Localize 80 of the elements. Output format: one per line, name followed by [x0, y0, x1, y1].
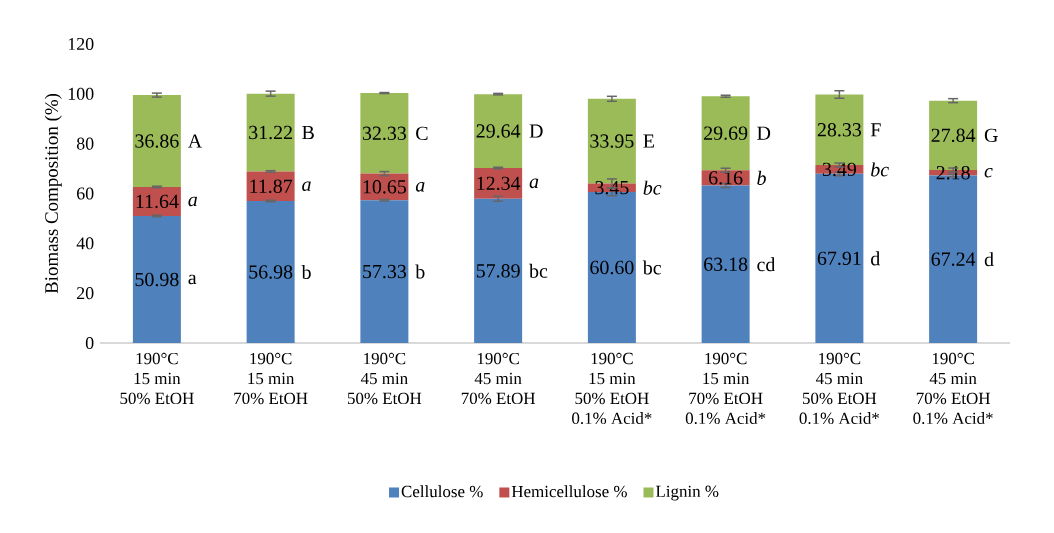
- annotation: cd: [757, 257, 776, 272]
- data-label: 32.33: [362, 126, 407, 141]
- bar: [701, 185, 750, 343]
- data-label: 6.16: [709, 171, 743, 185]
- annotation: C: [416, 126, 428, 141]
- data-label: 29.69: [704, 126, 748, 140]
- data-label: 60.60: [590, 260, 634, 275]
- bar: [701, 96, 750, 171]
- annotation: E: [643, 134, 654, 148]
- bar: [246, 201, 295, 343]
- bar: [360, 93, 409, 174]
- x-tick-label: 190°C 15 min 50% EtOH 0.1% Acid*: [572, 352, 652, 425]
- data-label: 67.91: [817, 251, 861, 266]
- annotation: D: [757, 126, 771, 140]
- annotation: d: [984, 252, 994, 267]
- bar: [474, 198, 523, 343]
- legend-label: Hemicellulose %: [511, 485, 627, 498]
- annotation: a: [188, 274, 197, 285]
- data-label: 3.45: [595, 180, 629, 195]
- bar: [132, 215, 181, 343]
- data-label: 11.87: [250, 179, 293, 193]
- annotation: bc: [871, 162, 889, 177]
- x-tick-label: 190°C 45 min 70% EtOH: [461, 352, 536, 405]
- annotation: B: [302, 125, 314, 140]
- annotation: a: [302, 181, 311, 192]
- y-tick-label: 120: [68, 37, 94, 51]
- y-tick-label: 80: [76, 137, 94, 150]
- y-tick-label: 40: [76, 237, 94, 250]
- annotation: b: [301, 264, 311, 279]
- x-tick-label: 190°C 45 min 70% EtOH 0.1% Acid*: [913, 352, 993, 425]
- data-label: 29.64: [476, 124, 521, 138]
- bar: [246, 93, 295, 172]
- bar: [132, 95, 181, 187]
- x-tick-label: 190°C 15 min 70% EtOH: [234, 352, 308, 405]
- annotation: c: [984, 167, 993, 178]
- annotation: bc: [642, 260, 661, 275]
- data-label: 3.49: [822, 162, 856, 177]
- x-tick-label: 190°C 45 min 50% EtOH: [347, 352, 422, 405]
- data-label: 33.95: [590, 134, 634, 148]
- bar: [474, 94, 523, 168]
- bar: [360, 200, 409, 343]
- data-label: 11.64: [136, 194, 179, 209]
- x-tick-label: 190°C 45 min 50% EtOH 0.1% Acid*: [799, 352, 879, 425]
- annotation: bc: [529, 263, 548, 278]
- annotation: b: [415, 264, 425, 279]
- y-tick-label: 60: [77, 187, 94, 200]
- data-label: 12.34: [477, 176, 521, 191]
- legend-label: Lignin %: [655, 485, 719, 501]
- legend-label: Cellulose %: [401, 485, 483, 498]
- data-label: 56.98: [249, 265, 293, 279]
- data-label: 57.33: [363, 264, 407, 279]
- y-axis-title: Biomass Composition (%): [44, 93, 62, 294]
- data-label: 50.98: [135, 272, 179, 287]
- y-tick-label: 100: [68, 87, 94, 100]
- data-label: 63.18: [704, 257, 748, 272]
- annotation: a: [529, 178, 539, 189]
- annotation: G: [984, 128, 998, 143]
- y-tick-label: 20: [77, 287, 94, 300]
- bar: [474, 167, 523, 199]
- bar: [701, 170, 750, 186]
- data-label: 28.33: [817, 123, 862, 137]
- annotation: D: [529, 124, 543, 138]
- y-tick-label: 0: [85, 336, 94, 350]
- data-label: 67.24: [931, 252, 976, 266]
- annotation: a: [188, 196, 198, 207]
- annotation: F: [870, 123, 881, 137]
- data-label: 27.84: [931, 128, 976, 143]
- annotation: bc: [643, 180, 662, 195]
- data-label: 57.89: [476, 264, 520, 278]
- bar: [246, 171, 295, 202]
- annotation: A: [187, 134, 203, 148]
- data-label: 31.22: [249, 125, 292, 140]
- bar: [132, 186, 181, 216]
- x-tick-label: 190°C 15 min 70% EtOH 0.1% Acid*: [685, 352, 766, 425]
- annotation: a: [415, 182, 425, 192]
- annotation: d: [871, 251, 881, 266]
- x-tick-label: 190°C 15 min 50% EtOH: [120, 352, 194, 405]
- annotation: b: [757, 170, 766, 185]
- data-label: 10.65: [363, 180, 407, 194]
- data-label: 36.86: [135, 134, 179, 148]
